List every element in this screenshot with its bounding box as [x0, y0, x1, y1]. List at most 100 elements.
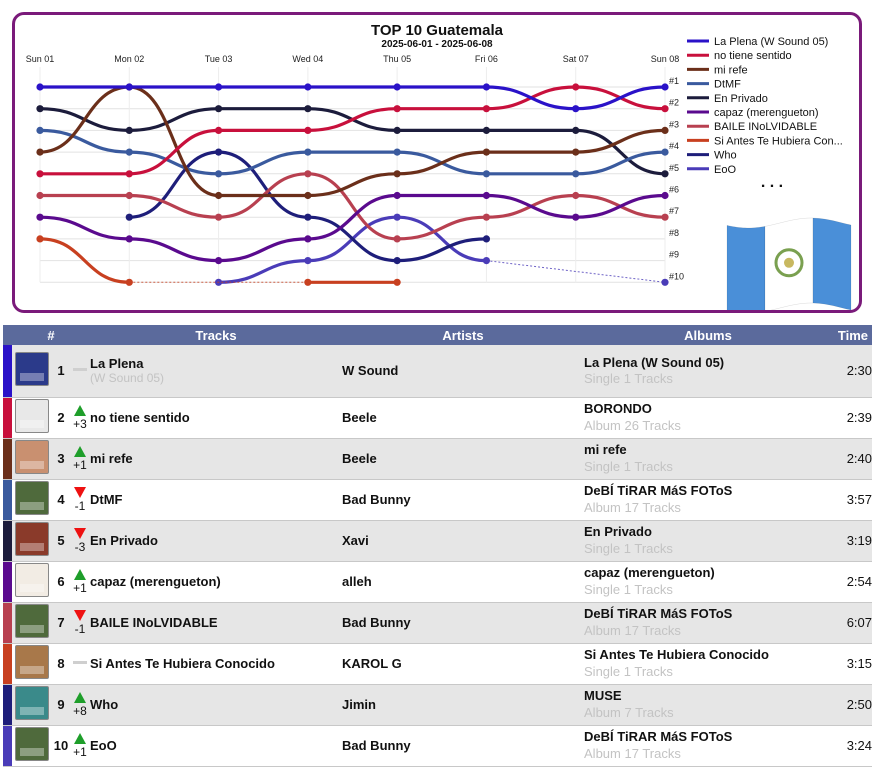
- movement-box: +1: [70, 446, 90, 471]
- album-title: La Plena (W Sound 05): [584, 354, 725, 370]
- data-point: [482, 235, 491, 243]
- album-cover-icon[interactable]: [15, 399, 49, 433]
- album-cover-icon[interactable]: [15, 727, 49, 761]
- track-cell[interactable]: Who: [90, 684, 343, 726]
- row-color-strip: [3, 602, 12, 644]
- chart-panel: TOP 10 Guatemala 2025-06-01 - 2025-06-08 S…: [12, 12, 862, 313]
- chart-subtitle: 2025-06-01 - 2025-06-08: [381, 39, 493, 50]
- album-cover-icon[interactable]: [15, 563, 49, 597]
- row-color-strip: [3, 684, 12, 726]
- no-change-dash-icon: [73, 661, 87, 664]
- album-cell[interactable]: MUSE Album 7 Tracks: [584, 684, 833, 726]
- series-line: [38, 193, 667, 263]
- movement-cell: -1: [70, 479, 91, 521]
- header-artists[interactable]: Artists: [342, 325, 585, 345]
- cover-shade: [20, 666, 44, 674]
- artist-name[interactable]: Bad Bunny: [342, 602, 585, 644]
- album-cover-icon[interactable]: [15, 604, 49, 638]
- series-line: [38, 85, 667, 111]
- data-point: [304, 235, 312, 243]
- data-point: [393, 83, 401, 91]
- cover-cell: [12, 602, 52, 644]
- artist-name[interactable]: Beele: [342, 438, 585, 480]
- table-row[interactable]: 9 +8 Who Jimin MUSE Album 7 Tracks 2:50: [3, 684, 873, 726]
- table-row[interactable]: 7 -1 BAILE INoLVIDABLE Bad Bunny DeBÍ TiRAR …: [3, 602, 873, 644]
- data-point: [214, 170, 223, 178]
- data-point: [572, 213, 580, 221]
- artist-name[interactable]: alleh: [342, 561, 585, 603]
- track-title: Who: [90, 697, 119, 712]
- album-cover-icon[interactable]: [15, 481, 49, 515]
- album-cell[interactable]: capaz (merengueton) Single 1 Tracks: [584, 561, 833, 603]
- movement-cell: +1: [70, 561, 91, 603]
- album-cover-icon[interactable]: [15, 440, 49, 474]
- track-cell[interactable]: mi refe: [90, 438, 343, 480]
- album-title: DeBÍ TiRAR MáS FOToS: [584, 606, 733, 622]
- table-row[interactable]: 5 -3 En Privado Xavi En Privado Single 1 Trac…: [3, 520, 873, 562]
- track-cell[interactable]: En Privado: [90, 520, 343, 562]
- album-cell[interactable]: mi refe Single 1 Tracks: [584, 438, 833, 480]
- table-row[interactable]: 6 +1 capaz (merengueton) alleh capaz (mereng…: [3, 561, 873, 603]
- album-cover-icon[interactable]: [15, 686, 49, 720]
- legend-label: capaz (merengueton): [714, 107, 819, 119]
- no-change-dash-icon: [73, 368, 87, 372]
- album-cell[interactable]: La Plena (W Sound 05) Single 1 Tracks: [584, 345, 833, 398]
- artist-name[interactable]: Xavi: [342, 520, 585, 562]
- track-cell[interactable]: BAILE INoLVIDABLE: [90, 602, 343, 644]
- album-cover-icon[interactable]: [15, 522, 49, 556]
- track-duration: 2:39: [832, 397, 873, 439]
- track-cell[interactable]: EoO: [90, 725, 343, 767]
- table-row[interactable]: 1 La Plena (W Sound 05) W Sound La Plena (W …: [3, 345, 873, 398]
- album-title: DeBÍ TiRAR MáS FOToS: [584, 729, 733, 745]
- row-rank: 10: [52, 725, 70, 767]
- artist-name[interactable]: Beele: [342, 397, 585, 439]
- table-row[interactable]: 2 +3 no tiene sentido Beele BORONDO Album 26 …: [3, 397, 873, 439]
- album-cover-icon[interactable]: [15, 645, 49, 679]
- data-point: [304, 191, 312, 200]
- cover-cell: [12, 520, 52, 562]
- cover-cell: [12, 345, 52, 398]
- track-cell[interactable]: capaz (merengueton): [90, 561, 343, 603]
- arrow-up-icon: [74, 446, 86, 457]
- arrow-up-icon: [74, 569, 86, 580]
- track-title: Si Antes Te Hubiera Conocido: [90, 656, 275, 671]
- album-title: BORONDO: [584, 401, 652, 417]
- artist-name[interactable]: Jimin: [342, 684, 585, 726]
- artist-name[interactable]: Bad Bunny: [342, 479, 585, 521]
- legend-label: DtMF: [714, 79, 741, 91]
- cover-cell: [12, 684, 52, 726]
- track-cell[interactable]: no tiene sentido: [90, 397, 343, 439]
- table-row[interactable]: 4 -1 DtMF Bad Bunny DeBÍ TiRAR MáS FOToS Albu…: [3, 479, 873, 521]
- artist-name[interactable]: KAROL G: [342, 643, 585, 685]
- header-albums[interactable]: Albums: [584, 325, 833, 345]
- artist-name[interactable]: Bad Bunny: [342, 725, 585, 767]
- track-cell[interactable]: Si Antes Te Hubiera Conocido: [90, 643, 343, 685]
- album-cell[interactable]: DeBÍ TiRAR MáS FOToS Album 17 Tracks: [584, 725, 833, 767]
- header-time[interactable]: Time: [832, 325, 873, 345]
- album-info: Single 1 Tracks: [584, 663, 673, 679]
- table-row[interactable]: 3 +1 mi refe Beele mi refe Single 1 Tracks 2:4…: [3, 438, 873, 480]
- row-rank: 4: [52, 479, 70, 521]
- movement-box: -1: [70, 487, 90, 512]
- album-cell[interactable]: En Privado Single 1 Tracks: [584, 520, 833, 562]
- table-row[interactable]: 8 Si Antes Te Hubiera Conocido KAROL G Si A…: [3, 643, 873, 685]
- table-row[interactable]: 10 +1 EoO Bad Bunny DeBÍ TiRAR MáS FOToS Albu…: [3, 725, 873, 767]
- album-cell[interactable]: Si Antes Te Hubiera Conocido Single 1 Tra…: [584, 643, 833, 685]
- cover-shade: [20, 543, 44, 551]
- legend-label: BAILE INoLVIDABLE: [714, 121, 817, 133]
- series-line: [38, 172, 667, 241]
- row-color-strip: [3, 479, 12, 521]
- track-cell[interactable]: DtMF: [90, 479, 343, 521]
- album-cell[interactable]: BORONDO Album 26 Tracks: [584, 397, 833, 439]
- album-cell[interactable]: DeBÍ TiRAR MáS FOToS Album 17 Tracks: [584, 479, 833, 521]
- track-title: mi refe: [90, 451, 133, 466]
- row-rank: 5: [52, 520, 70, 562]
- artist-name[interactable]: W Sound: [342, 345, 585, 398]
- album-cover-icon[interactable]: [15, 352, 49, 387]
- track-duration: 3:19: [832, 520, 873, 562]
- album-cell[interactable]: DeBÍ TiRAR MáS FOToS Album 17 Tracks: [584, 602, 833, 644]
- row-color-strip: [3, 643, 12, 685]
- header-tracks[interactable]: Tracks: [90, 325, 343, 345]
- track-cell[interactable]: La Plena (W Sound 05): [90, 345, 343, 398]
